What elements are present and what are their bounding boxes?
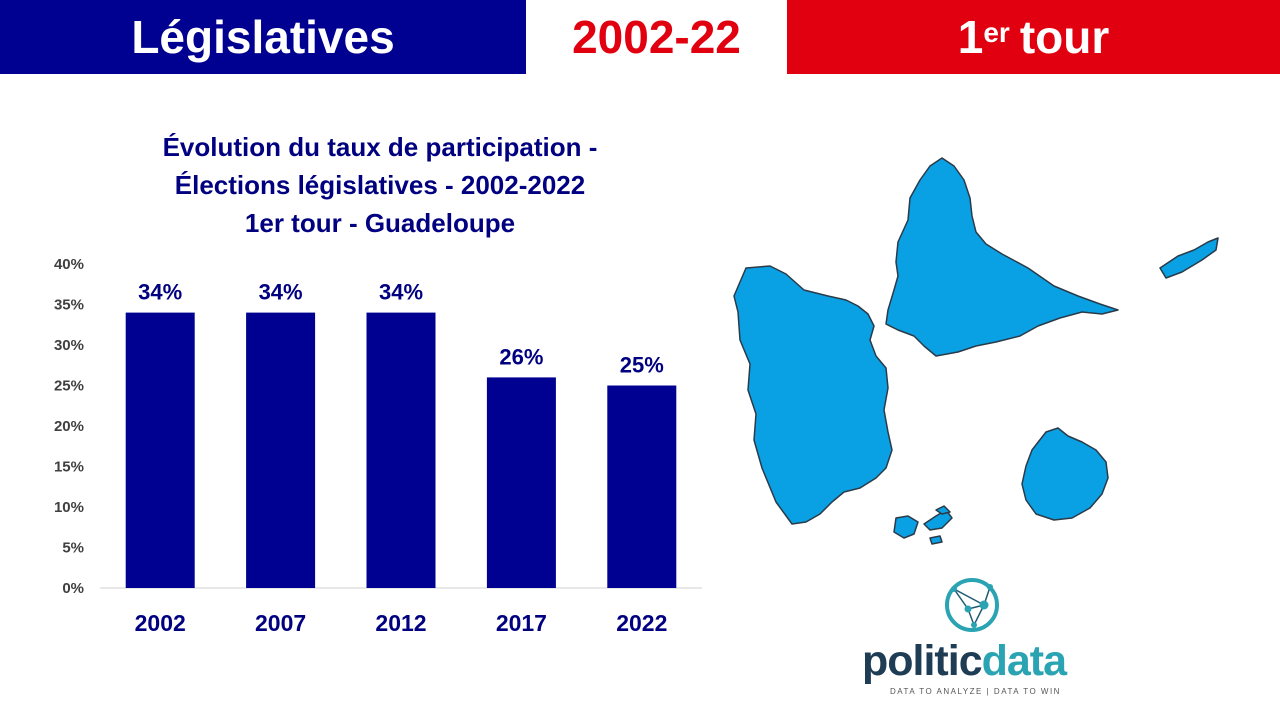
network-globe-icon bbox=[945, 578, 999, 632]
bar bbox=[486, 377, 556, 588]
y-tick-label: 20% bbox=[54, 418, 84, 435]
y-tick-label: 10% bbox=[54, 499, 84, 516]
banner-right-number: 1 bbox=[957, 11, 984, 63]
banner-middle: 2002-22 bbox=[526, 0, 787, 74]
data-label: 34% bbox=[379, 280, 423, 305]
x-tick-label: 2007 bbox=[255, 610, 306, 636]
y-tick-label: 5% bbox=[62, 540, 84, 557]
chart-title-line-2: Élections législatives - 2002-2022 bbox=[174, 170, 586, 200]
y-tick-label: 35% bbox=[54, 297, 84, 314]
banner-middle-label: 2002-22 bbox=[572, 11, 741, 63]
y-tick-label: 15% bbox=[54, 459, 84, 476]
politicdata-logo: politicdata DATA TO ANALYZE | DATA TO WI… bbox=[850, 575, 1090, 705]
chart-title: Évolution du taux de participation - Éle… bbox=[80, 128, 680, 242]
data-label: 25% bbox=[620, 353, 664, 378]
guadeloupe-map-icon bbox=[733, 157, 1219, 545]
y-tick-label: 30% bbox=[54, 337, 84, 354]
bar bbox=[125, 312, 195, 588]
participation-bar-chart: 0% 5% 10% 15% 20% 25% 30% 35% 40% 34% 2002 34% 2007 3… bbox=[54, 256, 702, 636]
y-tick-label: 25% bbox=[54, 378, 84, 395]
logo-tagline: DATA TO ANALYZE | DATA TO WIN bbox=[890, 687, 1061, 696]
y-tick-label: 40% bbox=[54, 256, 84, 273]
x-tick-label: 2017 bbox=[496, 610, 547, 636]
banner-right-label: tour bbox=[1019, 11, 1110, 63]
bar bbox=[366, 312, 436, 588]
banner-left: Législatives bbox=[0, 0, 526, 74]
y-tick-label: 0% bbox=[62, 580, 84, 597]
logo-word-data: data bbox=[981, 637, 1067, 685]
banner-right: 1 er tour bbox=[787, 0, 1280, 74]
logo-wordmark: politicdata bbox=[862, 637, 1067, 686]
chart-title-line-1: Évolution du taux de participation - bbox=[162, 132, 598, 162]
data-label: 26% bbox=[499, 344, 543, 369]
logo-word-politic: politic bbox=[862, 637, 983, 685]
data-label: 34% bbox=[138, 280, 182, 305]
bar bbox=[246, 312, 316, 588]
x-tick-label: 2022 bbox=[616, 610, 667, 636]
x-tick-label: 2012 bbox=[375, 610, 426, 636]
x-tick-label: 2002 bbox=[135, 610, 186, 636]
bar bbox=[607, 385, 677, 588]
data-label: 34% bbox=[259, 280, 303, 305]
chart-title-line-3: 1er tour - Guadeloupe bbox=[244, 208, 516, 238]
banner-left-label: Législatives bbox=[131, 11, 395, 63]
